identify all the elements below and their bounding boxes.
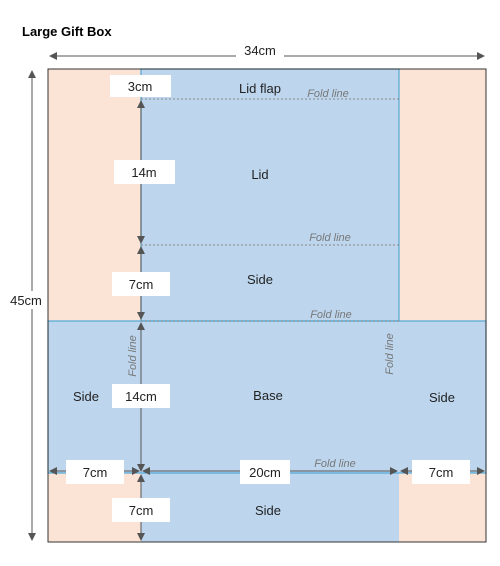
side-top-dim-label: 7cm [129,277,154,292]
side-bottom-label: Side [255,503,281,518]
fold-label-right-vertical: Fold line [384,333,396,375]
side-top-dim-bg [112,272,170,296]
base-label: Base [253,388,283,403]
right-width-dim-bg [412,460,470,484]
side-bottom-dim-bg [112,498,170,522]
side-bottom-dim-label: 7cm [129,503,154,518]
right-side-panel [399,321,486,473]
lid-flap-dim-bg [110,75,171,97]
lid-dim-label: 14m [131,165,156,180]
left-width-dim-label: 7cm [83,465,108,480]
side-top-label: Side [247,272,273,287]
base-height-dim-label: 14cm [125,389,157,404]
lid-dim-bg [114,160,175,184]
width-label-bg [236,41,284,59]
base-width-dim-bg [240,460,290,484]
height-label: 45cm [10,293,42,308]
fold-label-lid-flap: Fold line [307,88,349,100]
fold-label-lid: Fold line [309,232,351,244]
diagram-title: Large Gift Box [22,24,112,39]
lid-flap-dim-label: 3cm [128,79,153,94]
right-width-dim-label: 7cm [429,465,454,480]
width-label: 34cm [244,43,276,58]
height-label-bg [6,291,46,309]
side-left-label: Side [73,389,99,404]
fold-label-side: Fold line [310,309,352,321]
lid-label: Lid [251,167,268,182]
lid-flap-label: Lid flap [239,81,281,96]
fold-label-bottom: Fold line [314,458,356,470]
right-flap-bottom [399,473,486,542]
side-right-label: Side [429,390,455,405]
right-flap-top [399,69,486,321]
left-width-dim-bg [66,460,124,484]
base-width-dim-label: 20cm [249,465,281,480]
base-height-dim-bg [112,384,170,408]
outer-outline [47,68,487,543]
fold-label-left-vertical: Fold line [127,335,139,377]
